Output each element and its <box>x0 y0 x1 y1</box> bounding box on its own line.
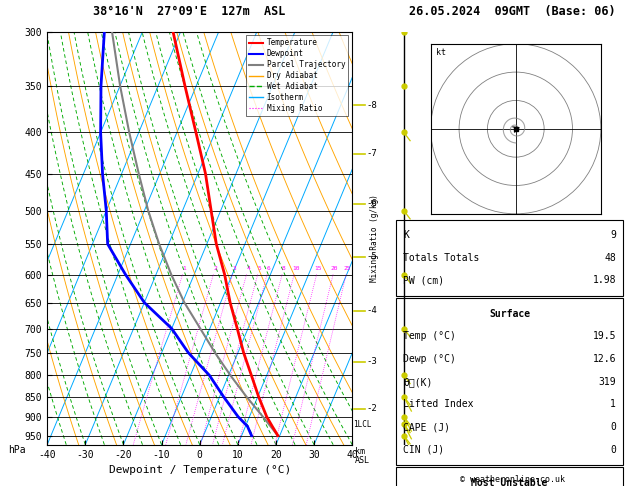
Text: 1LCL: 1LCL <box>353 420 371 429</box>
Text: kt: kt <box>437 48 447 57</box>
Text: CAPE (J): CAPE (J) <box>403 422 450 432</box>
Text: 19.5: 19.5 <box>593 331 616 341</box>
Text: -2: -2 <box>367 404 377 413</box>
Bar <box>396 220 623 296</box>
Legend: Temperature, Dewpoint, Parcel Trajectory, Dry Adiabat, Wet Adiabat, Isotherm, Mi: Temperature, Dewpoint, Parcel Trajectory… <box>246 35 348 116</box>
Text: 319: 319 <box>598 377 616 387</box>
Text: 15: 15 <box>314 266 322 271</box>
Text: -3: -3 <box>367 358 377 366</box>
Text: 20: 20 <box>331 266 338 271</box>
Text: Lifted Index: Lifted Index <box>403 399 474 409</box>
Text: K: K <box>403 230 409 240</box>
Text: -7: -7 <box>367 149 377 158</box>
Text: 0: 0 <box>610 445 616 455</box>
Text: 9: 9 <box>610 230 616 240</box>
Text: 38°16'N  27°09'E  127m  ASL: 38°16'N 27°09'E 127m ASL <box>92 5 285 18</box>
Text: -5: -5 <box>367 252 377 261</box>
Text: θᴇ(K): θᴇ(K) <box>403 377 433 387</box>
Text: -8: -8 <box>367 101 377 110</box>
Text: 1.98: 1.98 <box>593 276 616 285</box>
Text: 10: 10 <box>292 266 299 271</box>
Text: Mixing Ratio (g/kg): Mixing Ratio (g/kg) <box>370 194 379 282</box>
Text: PW (cm): PW (cm) <box>403 276 444 285</box>
Text: 1: 1 <box>610 399 616 409</box>
Text: 25: 25 <box>344 266 352 271</box>
Text: Most Unstable: Most Unstable <box>471 478 548 486</box>
Text: hPa: hPa <box>8 445 26 455</box>
Text: 8: 8 <box>282 266 286 271</box>
Text: km
ASL: km ASL <box>355 447 370 466</box>
Text: © weatheronline.co.uk: © weatheronline.co.uk <box>460 474 565 484</box>
Text: Totals Totals: Totals Totals <box>403 253 479 263</box>
Text: -4: -4 <box>367 306 377 315</box>
Text: CIN (J): CIN (J) <box>403 445 444 455</box>
Text: 2: 2 <box>213 266 217 271</box>
Text: Dewp (°C): Dewp (°C) <box>403 354 456 364</box>
Text: 5: 5 <box>257 266 261 271</box>
Text: 6: 6 <box>267 266 270 271</box>
Bar <box>396 298 623 466</box>
Text: 12.6: 12.6 <box>593 354 616 364</box>
Text: 26.05.2024  09GMT  (Base: 06): 26.05.2024 09GMT (Base: 06) <box>409 5 616 18</box>
Text: -6: -6 <box>367 199 377 208</box>
Text: Temp (°C): Temp (°C) <box>403 331 456 341</box>
Text: Surface: Surface <box>489 309 530 318</box>
Text: 3: 3 <box>232 266 236 271</box>
Text: 48: 48 <box>604 253 616 263</box>
Text: 0: 0 <box>610 422 616 432</box>
Text: 4: 4 <box>246 266 250 271</box>
X-axis label: Dewpoint / Temperature (°C): Dewpoint / Temperature (°C) <box>109 465 291 475</box>
Bar <box>396 468 623 486</box>
Text: 1: 1 <box>182 266 186 271</box>
